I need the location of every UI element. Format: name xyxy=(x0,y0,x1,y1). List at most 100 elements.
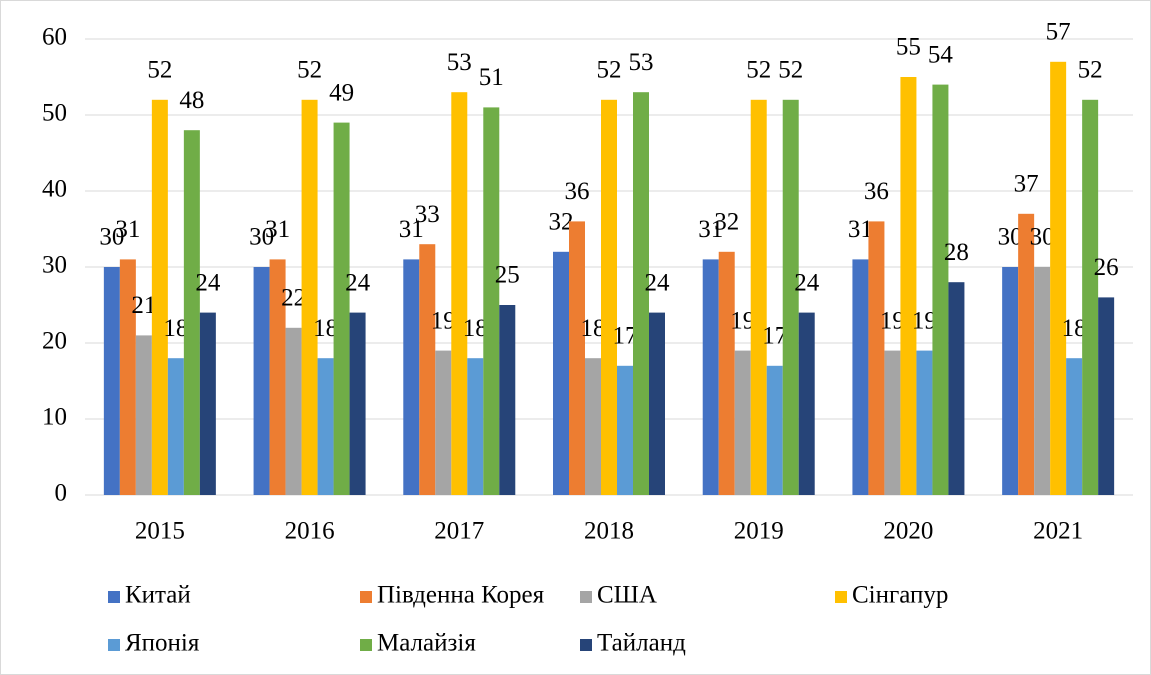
legend-marker xyxy=(360,639,372,651)
bar xyxy=(151,99,168,496)
legend-label: Японія xyxy=(125,630,200,657)
data-label: 36 xyxy=(565,178,590,205)
data-label: 36 xyxy=(864,178,889,205)
bar xyxy=(766,365,783,495)
data-label: 24 xyxy=(345,269,371,296)
legend-label: Малайзія xyxy=(377,630,476,657)
data-label: 31 xyxy=(399,216,424,243)
bar xyxy=(183,130,200,495)
x-tick-label: 2020 xyxy=(883,518,933,545)
bar xyxy=(852,259,869,495)
bar xyxy=(649,312,665,495)
y-tick-label: 30 xyxy=(42,252,67,279)
bar xyxy=(1050,61,1067,496)
bar xyxy=(1002,267,1019,495)
data-label: 54 xyxy=(928,41,954,68)
x-tick-label: 2017 xyxy=(434,518,484,545)
bar xyxy=(1066,358,1083,495)
bar xyxy=(916,350,933,495)
x-tick-label: 2019 xyxy=(734,518,784,545)
bar xyxy=(451,92,468,495)
data-label: 31 xyxy=(265,216,290,243)
data-label: 52 xyxy=(778,57,803,84)
bar xyxy=(601,99,617,496)
bar xyxy=(419,244,436,495)
bar xyxy=(750,99,767,496)
legend-marker xyxy=(108,591,120,603)
data-label: 30 xyxy=(99,224,124,251)
bar xyxy=(333,122,350,495)
data-label: 30 xyxy=(249,224,274,251)
bar xyxy=(569,221,585,495)
data-label: 25 xyxy=(495,262,520,289)
bar xyxy=(1082,99,1099,496)
bar xyxy=(884,350,901,495)
data-label: 53 xyxy=(447,49,472,76)
data-label: 48 xyxy=(179,87,204,114)
data-label: 52 xyxy=(147,57,172,84)
legend-marker xyxy=(580,591,592,603)
bar xyxy=(782,99,799,496)
bar xyxy=(483,107,500,496)
bar xyxy=(349,312,366,495)
bar xyxy=(617,365,633,495)
bar xyxy=(119,259,136,495)
legend-label: Тайланд xyxy=(597,630,686,657)
bar xyxy=(269,259,286,495)
legend-marker xyxy=(835,591,847,603)
legend-label: США xyxy=(597,582,657,609)
bar xyxy=(317,358,334,495)
data-label: 24 xyxy=(794,269,820,296)
bar xyxy=(900,77,917,495)
data-label: 26 xyxy=(1094,254,1119,281)
data-label: 52 xyxy=(746,57,771,84)
bar xyxy=(103,267,120,495)
bar xyxy=(403,259,420,495)
bar xyxy=(1098,297,1115,495)
x-tick-label: 2018 xyxy=(584,518,634,545)
bar xyxy=(435,350,452,495)
bar xyxy=(585,358,601,495)
data-label: 52 xyxy=(1078,57,1103,84)
bar xyxy=(718,251,735,495)
bar xyxy=(948,282,965,495)
bar xyxy=(135,335,152,495)
y-tick-label: 20 xyxy=(42,328,67,355)
bar xyxy=(868,221,885,495)
data-label: 24 xyxy=(645,269,671,296)
legend-label: Південна Корея xyxy=(377,582,545,609)
data-label: 31 xyxy=(115,216,140,243)
data-label: 51 xyxy=(479,64,504,91)
x-tick-label: 2021 xyxy=(1033,518,1083,545)
bar xyxy=(1034,267,1051,495)
y-tick-label: 0 xyxy=(55,480,68,507)
legend-label: Китай xyxy=(125,582,191,609)
data-label: 52 xyxy=(597,57,622,84)
data-label: 31 xyxy=(698,216,723,243)
legend-label: Сінгапур xyxy=(852,582,948,609)
data-label: 53 xyxy=(629,49,654,76)
bar xyxy=(199,312,216,495)
y-tick-label: 60 xyxy=(42,24,67,51)
data-label: 49 xyxy=(329,79,354,106)
bar xyxy=(932,84,949,495)
bar xyxy=(633,92,649,495)
data-label: 32 xyxy=(714,209,739,236)
bar xyxy=(467,358,484,495)
data-label: 55 xyxy=(896,34,921,61)
bar xyxy=(167,358,184,495)
bar xyxy=(499,305,516,495)
bar xyxy=(301,99,318,496)
bar xyxy=(553,251,569,495)
x-tick-label: 2015 xyxy=(135,518,185,545)
bar xyxy=(285,327,302,495)
legend-marker xyxy=(360,591,372,603)
legend-marker xyxy=(580,639,592,651)
data-label: 28 xyxy=(944,239,969,266)
bar xyxy=(734,350,751,495)
bar xyxy=(1018,213,1035,496)
bar xyxy=(798,312,815,495)
bar xyxy=(253,267,270,495)
data-label: 52 xyxy=(297,57,322,84)
